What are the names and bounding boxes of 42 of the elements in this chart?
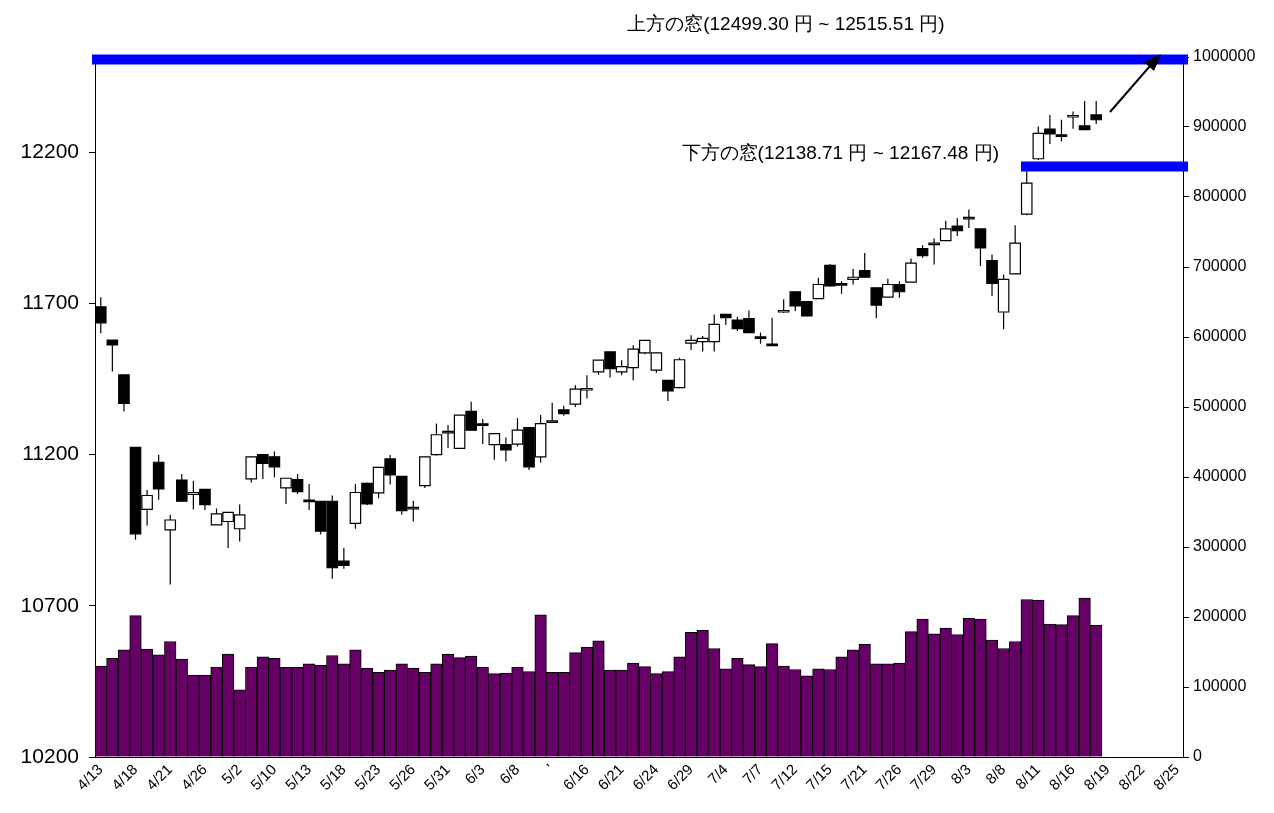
x-tick-label: 8/11 (1011, 760, 1044, 793)
x-tick-label: 6/16 (559, 760, 592, 794)
x-tick-label: 7/15 (802, 760, 836, 794)
y2-tick-label: 800000 (1193, 187, 1247, 205)
y2-tick-label: 500000 (1193, 397, 1247, 415)
band-label: 下方の窓(12138.71 円 ~ 12167.48 円) (681, 141, 999, 163)
x-tick-label: 4/21 (142, 760, 176, 794)
x-tick-label: 5/2 (217, 760, 245, 788)
y-tick-label: 12200 (20, 139, 79, 163)
y2-tick-label: 900000 (1193, 117, 1247, 135)
x-tick-label: 7/12 (767, 760, 801, 794)
x-tick-label: 6/21 (594, 760, 627, 794)
x-tick-label: 6/3 (461, 760, 488, 788)
x-tick-label: 7/21 (837, 760, 870, 794)
band-label: 上方の窓(12499.30 円 ~ 12515.51 円) (627, 13, 945, 35)
x-tick-label: 7/29 (906, 760, 940, 794)
x-tick-label: 8/3 (947, 760, 974, 788)
x-tick-label: ' (543, 760, 558, 775)
y2-tick-label: 300000 (1193, 537, 1247, 555)
y-tick-label: 11200 (22, 441, 79, 465)
y-tick-label: 11700 (22, 290, 79, 314)
y2-tick-label: 1000000 (1193, 47, 1256, 65)
y2-tick-label: 100000 (1193, 677, 1247, 695)
x-tick-label: 7/4 (704, 760, 731, 788)
y2-tick-label: 600000 (1193, 327, 1247, 345)
x-tick-label: 8/8 (981, 760, 1009, 788)
x-tick-label: 5/10 (246, 760, 280, 794)
y2-tick-label: 400000 (1193, 467, 1247, 485)
y-tick-label: 10200 (20, 743, 79, 767)
x-tick-label: 4/26 (177, 760, 211, 794)
x-tick-label: 6/24 (628, 760, 662, 794)
y2-tick-label: 200000 (1193, 607, 1247, 625)
x-tick-label: 6/8 (495, 760, 523, 788)
x-tick-label: 6/29 (663, 760, 697, 794)
x-tick-label: 8/19 (1080, 760, 1113, 794)
x-tick-label: 7/7 (738, 760, 766, 788)
y2-tick-label: 700000 (1193, 257, 1247, 275)
x-tick-label: 7/26 (871, 760, 905, 794)
x-tick-label: 5/31 (420, 760, 454, 794)
x-tick-label: 4/18 (107, 760, 141, 794)
y2-tick-label: 0 (1193, 747, 1202, 765)
y-tick-label: 10700 (20, 592, 79, 616)
